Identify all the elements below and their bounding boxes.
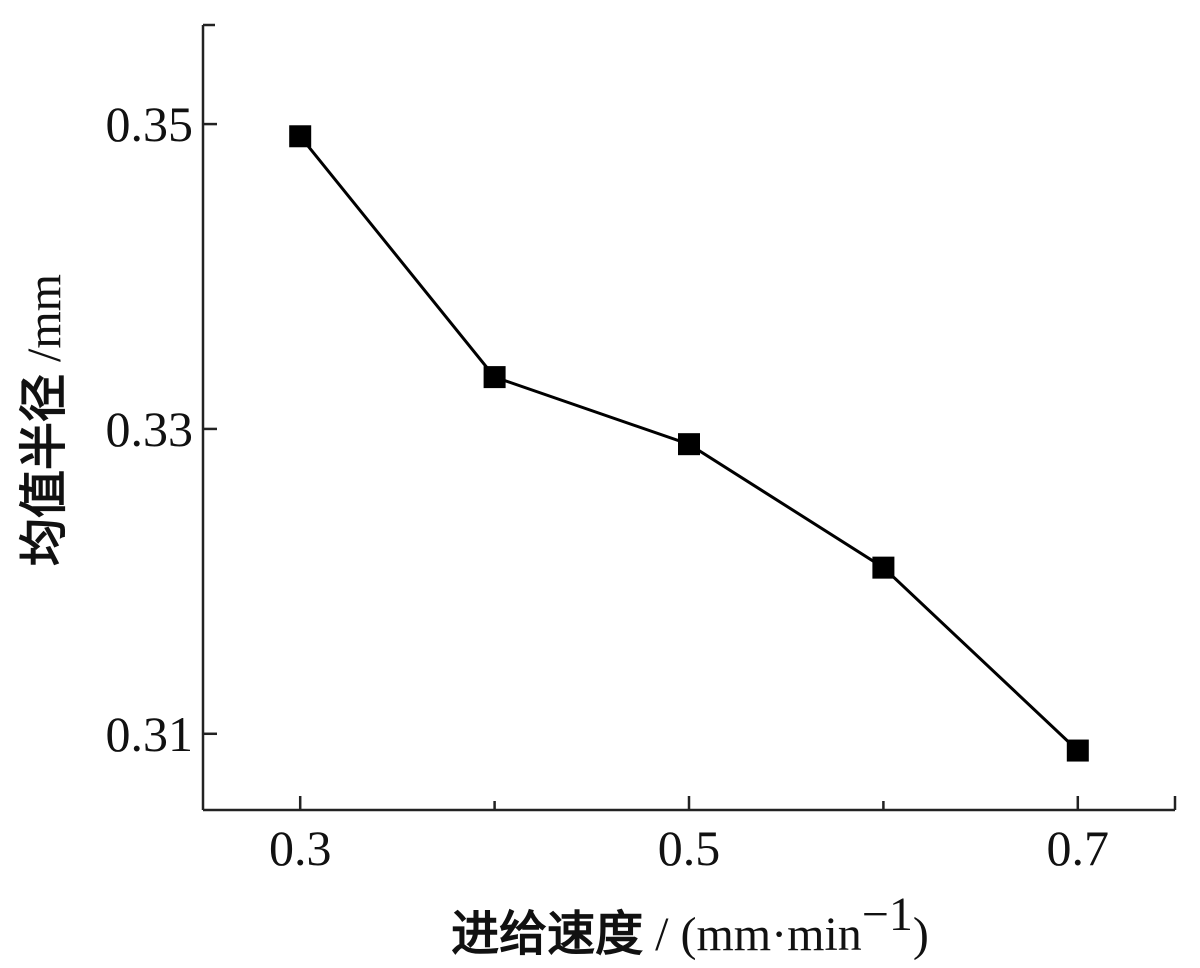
x-axis-unit-open: / (mm·min [643,908,862,961]
data-point-marker [678,433,700,456]
ticks: 0.31 0.33 0.35 0.3 0.5 0.7 [106,96,1110,876]
data-point-marker [483,366,506,389]
x-tick-label: 0.5 [658,820,721,876]
y-axis-title: 均值半径 /mm [16,274,72,566]
y-tick-label: 0.35 [106,96,194,152]
x-axis-unit-close: ) [913,908,929,961]
axes [201,23,1177,812]
y-axis-unit: /mm [18,274,71,374]
y-tick-label: 0.31 [106,706,194,762]
data-point-marker [289,125,312,148]
x-tick-label: 0.7 [1047,820,1110,876]
x-axis-title: 进给速度 / (mm·min−1) [451,888,929,962]
x-axis-unit-sup: −1 [862,888,913,941]
series [289,125,1089,762]
y-axis-title-main: 均值半径 [16,374,72,566]
x-tick-label: 0.3 [269,820,332,876]
x-axis-title-main: 进给速度 [451,906,643,962]
data-point-marker [872,556,895,579]
y-tick-label: 0.33 [106,401,194,457]
data-point-marker [1066,739,1089,762]
